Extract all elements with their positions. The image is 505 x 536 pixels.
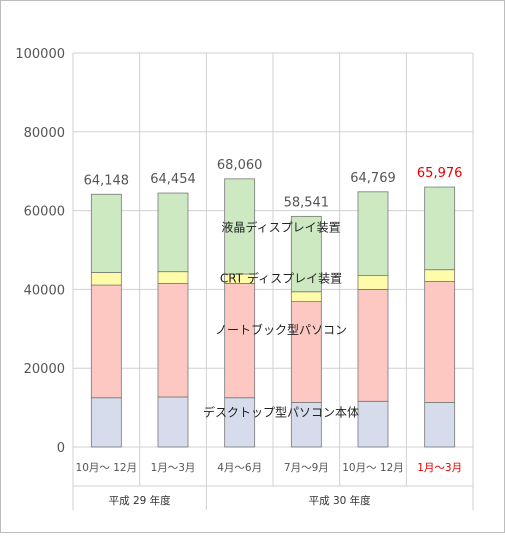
y-tick-label: 20000 (24, 362, 65, 377)
x-tick-label: 10月～ 12月 (342, 462, 404, 474)
grid-lines (72, 52, 474, 510)
total-label: 68,060 (217, 158, 263, 173)
x-tick-label: 1月～3月 (151, 462, 196, 474)
x-tick-label: 1月～3月 (417, 462, 462, 474)
y-axis-tick-labels: 0 20000 40000 60000 80000 100000 (15, 47, 65, 456)
group-label: 平成 30 年度 (309, 494, 372, 507)
x-tick-label: 10月～ 12月 (76, 462, 138, 474)
total-label: 64,454 (150, 172, 196, 187)
y-tick-label: 40000 (24, 283, 65, 298)
x-axis-category-labels: 10月～ 12月 1月～3月 4月～6月 7月～9月 10月～ 12月 1月～3月 (76, 462, 463, 474)
bar-segment-lcd (224, 178, 256, 275)
series-label-lcd: 液晶ディスプレイ装置 (221, 219, 340, 234)
series-label-crt: CRT ディスプレイ装置 (220, 271, 342, 286)
bar-segment-desktop (224, 397, 256, 448)
bar-segment-lcd (290, 215, 322, 293)
bar-segment-crt (157, 271, 189, 284)
bar-segment-crt (290, 291, 322, 303)
bar-segment-notebook (357, 288, 389, 402)
bar-segment-notebook (290, 301, 322, 403)
bar-segment-crt (357, 275, 389, 290)
bar-segment-desktop (424, 402, 456, 448)
series-label-desktop: デスクトップ型パソコン本体 (203, 405, 359, 420)
bar-segment-notebook (424, 281, 456, 403)
bar-segment-notebook (224, 283, 256, 399)
bar-segment-lcd (90, 193, 122, 273)
bar-segment-lcd (157, 192, 189, 273)
y-tick-label: 0 (57, 441, 65, 456)
series-labels: 液晶ディスプレイ装置 CRT ディスプレイ装置ノートブック型パソコンデスクトップ型… (203, 219, 359, 419)
bar-segment-notebook (157, 283, 189, 398)
total-label: 65,976 (417, 166, 463, 181)
total-label: 58,541 (284, 195, 330, 210)
bar-segment-crt (90, 272, 122, 286)
bar-segment-desktop (90, 397, 122, 448)
bar-segment-notebook (90, 284, 122, 399)
group-label: 平成 29 年度 (109, 494, 172, 507)
y-tick-label: 80000 (24, 126, 65, 141)
bar-segment-lcd (424, 186, 456, 271)
bar-segment-desktop (157, 396, 189, 448)
bar-segment-crt (424, 269, 456, 282)
total-labels: 64,148 64,454 68,060 58,541 64,769 65,976 (84, 158, 463, 211)
series-label-notebook: ノートブック型パソコン (215, 322, 347, 337)
bar-segment-desktop (357, 400, 389, 448)
total-label: 64,148 (84, 173, 130, 188)
total-label: 64,769 (350, 171, 396, 186)
x-axis-group-labels: 平成 29 年度 平成 30 年度 (109, 494, 372, 507)
x-tick-label: 7月～9月 (284, 462, 329, 474)
y-tick-label: 100000 (15, 47, 65, 62)
bar-segment-lcd (357, 191, 389, 277)
bars (90, 178, 456, 448)
x-tick-label: 4月～6月 (217, 462, 262, 474)
y-tick-label: 60000 (24, 205, 65, 220)
